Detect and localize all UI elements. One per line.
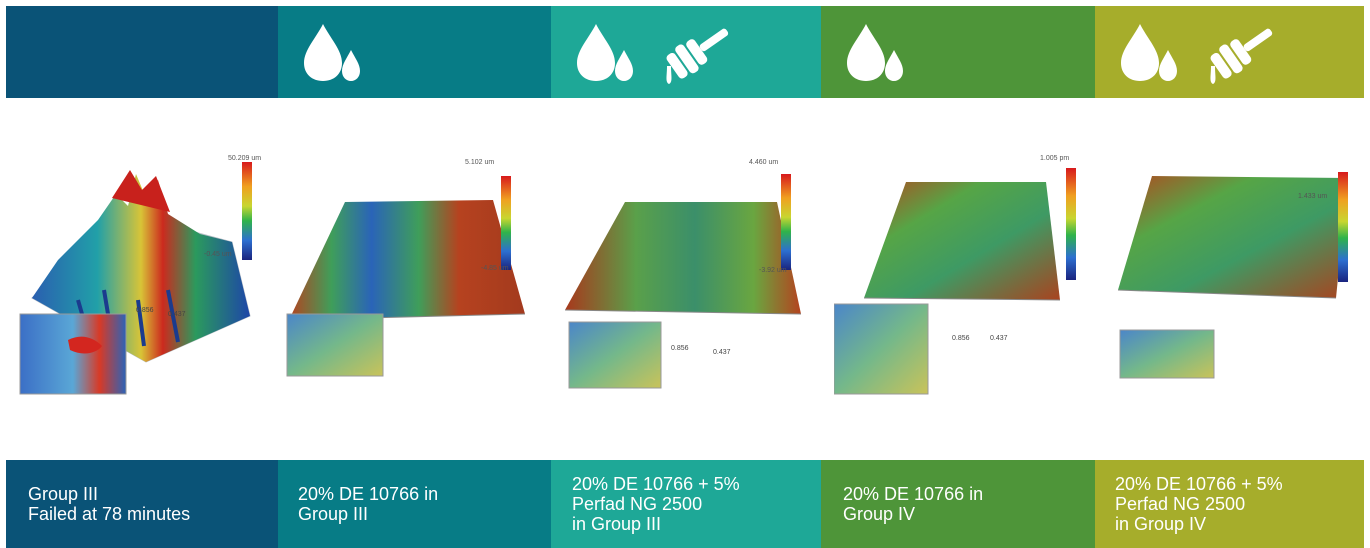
thumbnail-image <box>834 303 929 395</box>
scale-max-label: 5.102 um <box>465 159 494 166</box>
honey-dipper-icon <box>1210 28 1273 84</box>
caption-line-2: Failed at 78 minutes <box>28 504 191 524</box>
caption-line-2: Perfad NG 2500 <box>572 494 703 514</box>
surface-3d-map: 5.102 um -4.85 um <box>286 159 526 377</box>
surface-3d-map: 1.433 um <box>1117 172 1348 379</box>
surface-plot-de-group-iv: 1.005 pm 0.856 0.437 <box>834 150 1084 398</box>
axis-tick-b: 0.437 <box>713 349 731 356</box>
caption-line-3: in Group III <box>572 514 662 534</box>
surface-plot-de-perfad-group-iv: 1.433 um <box>1112 150 1362 380</box>
thumbnail-image <box>568 321 662 389</box>
honey-dipper-icon <box>666 28 729 84</box>
header-band-de-group-iv <box>821 6 1095 98</box>
caption-line-1: 20% DE 10766 + 5% <box>572 474 740 494</box>
axis-tick-b: 0.437 <box>168 311 186 318</box>
header-band-de-perfad-group-iv <box>1095 6 1364 98</box>
scale-max-label: 1.005 pm <box>1040 155 1069 162</box>
thumbnail-image <box>286 313 384 377</box>
scale-min-label: -0.45 um <box>204 251 232 258</box>
water-drops-icon <box>847 24 903 81</box>
thumbnail-image <box>19 313 127 395</box>
caption-line-1: Group III <box>28 484 99 504</box>
caption-line-3: in Group IV <box>1115 514 1207 534</box>
axis-tick-b: 0.437 <box>990 335 1008 342</box>
caption-line-2: Group IV <box>843 504 916 524</box>
surface-3d-map: 50.209 um -0.45 um 0.856 0.437 <box>19 155 261 395</box>
caption-line-2: Group III <box>298 504 369 524</box>
caption-line-2: Perfad NG 2500 <box>1115 494 1246 514</box>
caption-line-1: 20% DE 10766 in <box>298 484 439 504</box>
header-band-de-group-iii <box>278 6 551 98</box>
scale-max-label: 1.433 um <box>1298 193 1327 200</box>
surface-3d-map: 1.005 pm 0.856 0.437 <box>834 155 1076 395</box>
scale-min-label: -3.92 um <box>759 267 787 274</box>
axis-tick-a: 0.856 <box>671 345 689 352</box>
caption-line-1: 20% DE 10766 in <box>843 484 984 504</box>
surface-3d-map: 4.460 um -3.92 um 0.856 0.437 <box>564 159 802 389</box>
water-drops-icon <box>304 24 360 81</box>
water-drops-icon <box>577 24 633 81</box>
caption-de-group-iii: 20% DE 10766 in Group III <box>278 460 551 548</box>
caption-line-1: 20% DE 10766 + 5% <box>1115 474 1283 494</box>
surface-plot-de-perfad-group-iii: 4.460 um -3.92 um 0.856 0.437 <box>563 150 813 390</box>
water-drops-icon <box>1121 24 1177 81</box>
surface-plot-de-group-iii: 5.102 um -4.85 um <box>285 150 535 380</box>
caption-de-perfad-group-iii: 20% DE 10766 + 5% Perfad NG 2500 in Grou… <box>551 460 821 548</box>
axis-tick-a: 0.856 <box>952 335 970 342</box>
surface-plot-group-iii: 50.209 um -0.45 um 0.856 0.437 <box>18 150 268 398</box>
scale-min-label: -4.85 um <box>481 265 509 272</box>
caption-group-iii: Group III Failed at 78 minutes <box>6 460 278 548</box>
caption-de-perfad-group-iv: 20% DE 10766 + 5% Perfad NG 2500 in Grou… <box>1095 460 1364 548</box>
caption-de-group-iv: 20% DE 10766 in Group IV <box>821 460 1095 548</box>
thumbnail-image <box>1119 329 1215 379</box>
axis-tick-a: 0.856 <box>136 307 154 314</box>
scale-max-label: 4.460 um <box>749 159 778 166</box>
scale-max-label: 50.209 um <box>228 155 261 162</box>
header-band-group-iii <box>6 6 278 98</box>
header-band-de-perfad-group-iii <box>551 6 821 98</box>
